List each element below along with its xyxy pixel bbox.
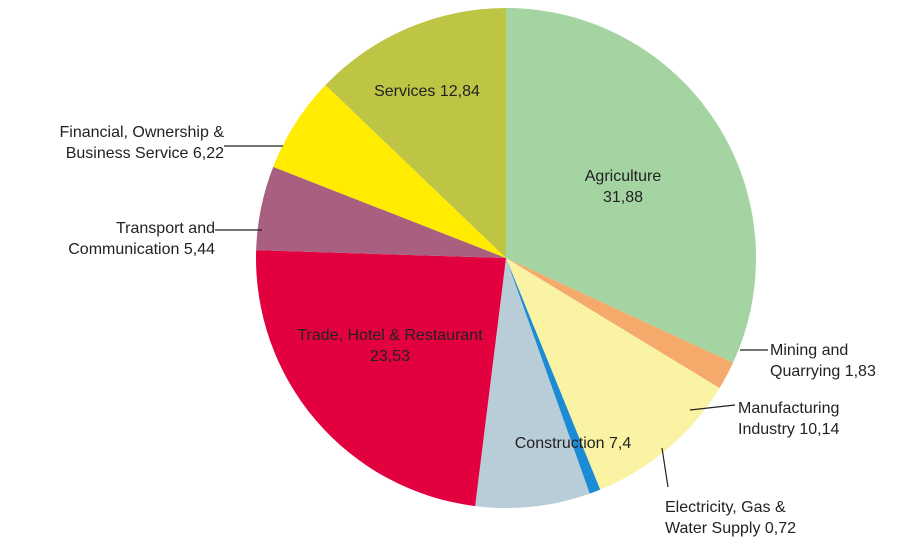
value-label: 12,84: [439, 83, 480, 100]
category-name: Construction: [514, 435, 605, 452]
pie-slice: [475, 258, 590, 509]
value-label: 0,72: [764, 520, 797, 537]
slice-label: Trade, Hotel & Restaurant 23,53: [295, 325, 485, 367]
slice-label: Services 12,84: [362, 81, 492, 102]
value-label: 5,44: [183, 241, 215, 258]
category-name: Trade, Hotel & Restaurant: [297, 327, 483, 344]
pie-slice: [506, 258, 720, 490]
slice-label: Manufacturing Industry 10,14: [738, 398, 868, 440]
slice-label: Transport and Communication 5,44: [50, 218, 215, 260]
leader-line: [689, 404, 736, 411]
category-name: Financial, Ownership & Business Service: [59, 124, 224, 162]
category-name: Transport and Communication: [68, 220, 215, 258]
leader-line: [661, 447, 669, 488]
slice-label: Financial, Ownership & Business Service …: [44, 122, 224, 164]
slice-label: Agriculture 31,88: [568, 166, 678, 208]
slice-label: Construction 7,4: [508, 433, 638, 454]
pie-slice: [325, 8, 506, 258]
pie-slice: [255, 250, 506, 507]
pie-slice: [506, 258, 601, 494]
category-name: Mining and Quarrying: [770, 342, 849, 380]
value-label: 23,53: [369, 348, 411, 365]
value-label: 6,22: [192, 145, 224, 162]
pie-slice: [256, 166, 506, 258]
value-label: 7,4: [609, 435, 632, 452]
category-name: Manufacturing Industry: [738, 400, 840, 438]
category-name: Services: [374, 83, 436, 100]
pie-slice: [506, 8, 756, 363]
slice-label: Mining and Quarrying 1,83: [770, 340, 895, 382]
slice-label: Electricity, Gas & Water Supply 0,72: [665, 497, 820, 539]
category-name: Electricity, Gas & Water Supply: [665, 499, 786, 537]
pie-slice: [506, 258, 734, 389]
pie-slice: [273, 85, 506, 259]
value-label: 1,83: [844, 363, 876, 380]
category-name: Agriculture: [584, 168, 662, 185]
value-label: 31,88: [602, 189, 644, 206]
value-label: 10,14: [799, 421, 840, 438]
